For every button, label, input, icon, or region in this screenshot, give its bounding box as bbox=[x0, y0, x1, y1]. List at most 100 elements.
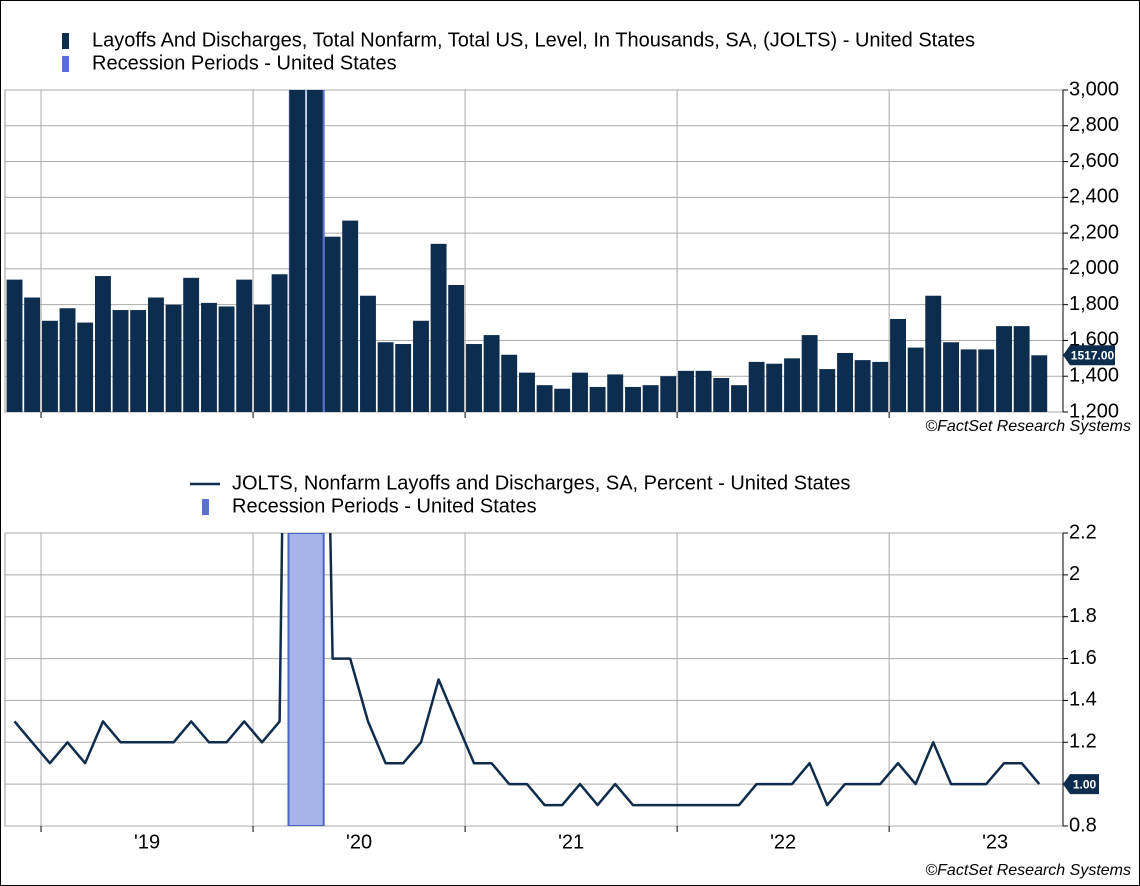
bar bbox=[837, 352, 853, 412]
plot bbox=[13, 533, 1041, 826]
y-tick-label: 2,000 bbox=[1069, 257, 1119, 279]
bar bbox=[236, 279, 253, 412]
bar bbox=[713, 378, 730, 412]
series-line bbox=[13, 533, 1041, 807]
bar bbox=[201, 302, 217, 412]
plot bbox=[6, 90, 1048, 412]
legend-label: JOLTS, Nonfarm Layoffs and Discharges, S… bbox=[232, 472, 850, 494]
x-tick-label: '19 bbox=[134, 831, 160, 853]
bar bbox=[784, 358, 800, 412]
y-tick-label: 1.8 bbox=[1069, 605, 1097, 627]
legend-label: Recession Periods - United States bbox=[92, 52, 397, 74]
x-tick-label: '22 bbox=[770, 831, 796, 853]
legend-label: Layoffs And Discharges, Total Nonfarm, T… bbox=[92, 29, 975, 51]
bar bbox=[978, 349, 995, 412]
y-tick-label: 1.2 bbox=[1069, 731, 1097, 753]
bar bbox=[519, 372, 535, 412]
bar bbox=[695, 370, 712, 412]
legend-marker bbox=[202, 499, 209, 515]
bar bbox=[130, 310, 147, 412]
bar bbox=[890, 318, 906, 412]
y-tick-label: 0.8 bbox=[1069, 814, 1097, 836]
bar bbox=[766, 363, 783, 412]
source: ©FactSet Research Systems bbox=[925, 418, 1131, 435]
bar bbox=[801, 335, 818, 412]
bar bbox=[448, 284, 465, 412]
bar bbox=[377, 342, 394, 412]
bar bbox=[678, 370, 694, 412]
y-tick-label: 1.6 bbox=[1069, 647, 1097, 669]
bar bbox=[907, 347, 924, 412]
y-tick-label: 1.4 bbox=[1069, 689, 1097, 711]
bar bbox=[41, 320, 58, 412]
bar bbox=[289, 90, 306, 412]
recession-band bbox=[287, 533, 325, 826]
bar bbox=[607, 374, 624, 412]
bar bbox=[748, 361, 765, 412]
y-tick-label: 2,400 bbox=[1069, 186, 1119, 208]
x-tick-label: '20 bbox=[346, 831, 372, 853]
x-tick-label: '21 bbox=[558, 831, 584, 853]
bar bbox=[254, 304, 270, 412]
bar bbox=[77, 322, 94, 412]
y-tick-label: 1,400 bbox=[1069, 365, 1119, 387]
bar bbox=[554, 388, 571, 412]
legend-marker bbox=[62, 56, 69, 72]
y-tick-label: 2 bbox=[1069, 563, 1080, 585]
bar bbox=[360, 295, 376, 412]
bar bbox=[307, 90, 323, 412]
bar bbox=[165, 304, 182, 412]
bar bbox=[536, 385, 553, 412]
bar bbox=[112, 310, 129, 412]
bar bbox=[395, 344, 412, 412]
y-tick-label: 2,800 bbox=[1069, 114, 1119, 136]
y-tick-label: 1,200 bbox=[1069, 400, 1119, 422]
bar bbox=[59, 308, 76, 412]
bar bbox=[501, 354, 518, 412]
bar bbox=[819, 369, 836, 412]
bar bbox=[925, 295, 942, 412]
bar bbox=[271, 274, 288, 412]
value-badge bbox=[1063, 774, 1099, 795]
bar bbox=[413, 320, 429, 412]
bar bbox=[183, 277, 200, 412]
bar bbox=[148, 297, 164, 412]
bar bbox=[642, 385, 659, 412]
y-tick-label: 1,800 bbox=[1069, 293, 1119, 315]
bar bbox=[625, 386, 641, 412]
legend-marker bbox=[62, 33, 69, 49]
bar bbox=[996, 326, 1013, 412]
y-tick-label: 2,200 bbox=[1069, 221, 1119, 243]
bar bbox=[324, 236, 341, 412]
value-label: 1517.00 bbox=[1071, 348, 1115, 362]
bar bbox=[943, 342, 960, 412]
y-tick-label: 3,000 bbox=[1069, 78, 1119, 100]
bar bbox=[572, 372, 588, 412]
bar bbox=[218, 306, 235, 412]
bar bbox=[483, 335, 500, 412]
bar bbox=[430, 243, 447, 412]
y-tick-label: 1,600 bbox=[1069, 329, 1119, 351]
bar bbox=[24, 297, 41, 412]
bar bbox=[960, 349, 977, 412]
value-label: 1.00 bbox=[1073, 777, 1097, 791]
bar bbox=[731, 385, 747, 412]
y-tick-label: 2,600 bbox=[1069, 150, 1119, 172]
bar bbox=[342, 220, 359, 412]
x-tick-label: '23 bbox=[982, 831, 1008, 853]
bar bbox=[872, 361, 889, 412]
source: ©FactSet Research Systems bbox=[925, 862, 1131, 879]
bar bbox=[589, 386, 606, 412]
value-badge bbox=[1063, 345, 1115, 366]
legend-label: Recession Periods - United States bbox=[232, 495, 537, 517]
bar bbox=[6, 279, 23, 412]
plot-area bbox=[4, 532, 1064, 827]
bar bbox=[854, 360, 871, 412]
bar bbox=[1031, 355, 1048, 412]
bar bbox=[1013, 326, 1030, 412]
bar bbox=[95, 276, 111, 412]
y-tick-label: 2.2 bbox=[1069, 521, 1097, 543]
bar bbox=[660, 376, 677, 412]
bar bbox=[466, 344, 482, 412]
